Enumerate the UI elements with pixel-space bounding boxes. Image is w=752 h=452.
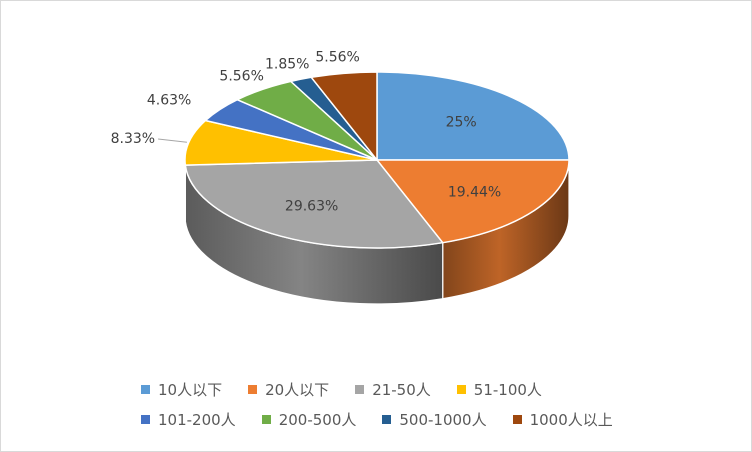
pie-slice-0 xyxy=(376,71,570,161)
data-label-6: 1.85% xyxy=(265,57,309,73)
data-label-2: 29.63% xyxy=(285,199,338,215)
legend-item: 21-50人 xyxy=(355,379,431,400)
legend-swatch xyxy=(248,384,258,394)
legend-item: 1000人以上 xyxy=(512,409,613,430)
legend-item: 101-200人 xyxy=(141,409,236,430)
pie-slice-2 xyxy=(184,159,444,249)
data-label-1: 19.44% xyxy=(448,184,501,200)
legend-item: 51-100人 xyxy=(456,379,542,400)
data-label-7: 5.56% xyxy=(315,50,359,66)
legend-swatch xyxy=(456,384,466,394)
pie-slice-7 xyxy=(310,71,378,161)
legend-swatch xyxy=(355,384,365,394)
legend-swatch xyxy=(261,414,271,424)
legend-label: 20人以下 xyxy=(265,380,330,399)
data-label-3: 8.33% xyxy=(111,131,155,147)
legend-item: 500-1000人 xyxy=(382,409,487,430)
legend-label: 500-1000人 xyxy=(399,410,487,429)
data-label-5: 5.56% xyxy=(219,69,263,85)
legend-item: 20人以下 xyxy=(248,379,329,400)
leader-line-3 xyxy=(158,138,188,143)
legend-row: 101-200人 200-500人 500-1000人 1000人以上 xyxy=(141,407,639,431)
data-labels: 25%19.44%29.63%8.33%4.63%5.56%1.85% 5.56% xyxy=(111,50,502,215)
legend-label: 200-500人 xyxy=(278,410,357,429)
legend-swatch xyxy=(382,414,392,424)
pie-top-layer xyxy=(184,71,570,249)
data-label-0: 25% xyxy=(446,114,477,130)
legend-label: 10人以下 xyxy=(158,380,223,399)
legend-label: 21-50人 xyxy=(372,380,431,399)
pie-slice-3 xyxy=(184,119,378,166)
legend-item: 200-500人 xyxy=(261,409,357,430)
data-label-4: 4.63% xyxy=(147,92,191,108)
pie-depth-layer xyxy=(184,159,570,305)
legend-label: 51-100人 xyxy=(473,380,542,399)
legend-item: 10人以下 xyxy=(141,379,222,400)
pie-slice-1 xyxy=(376,159,570,244)
legend-swatch xyxy=(141,384,150,394)
legend-label: 1000人以上 xyxy=(529,410,613,429)
legend-swatch xyxy=(512,414,522,424)
legend-label: 101-200人 xyxy=(158,410,236,429)
legend-row: 10人以下 20人以下 21-50人 51-100人 xyxy=(141,377,568,401)
legend-swatch xyxy=(141,414,150,424)
